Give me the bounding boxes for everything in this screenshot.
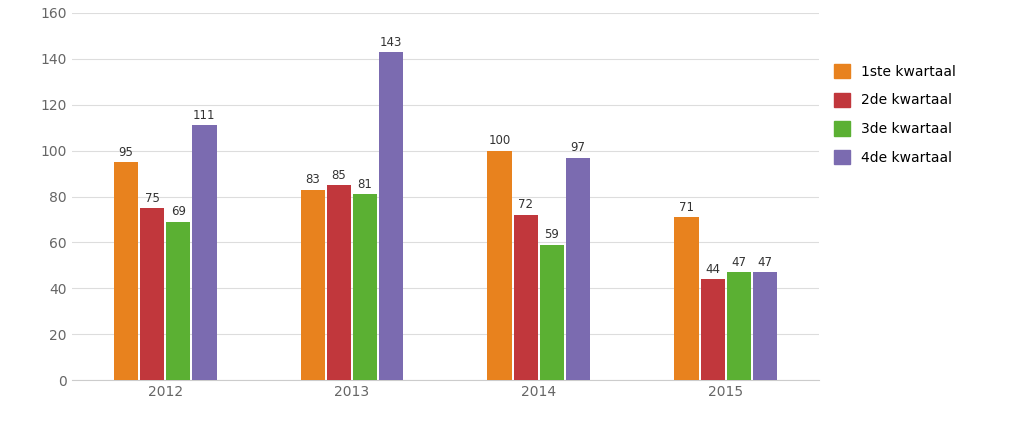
- Text: 71: 71: [679, 201, 694, 214]
- Bar: [353, 194, 377, 380]
- Text: 72: 72: [518, 198, 534, 212]
- Bar: [166, 222, 190, 380]
- Text: 47: 47: [731, 256, 746, 269]
- Text: 100: 100: [488, 134, 511, 147]
- Bar: [566, 158, 590, 380]
- Text: 44: 44: [706, 263, 720, 276]
- Bar: [301, 190, 325, 380]
- Bar: [487, 151, 512, 380]
- Bar: [114, 162, 138, 380]
- Text: 47: 47: [758, 256, 772, 269]
- Text: 75: 75: [144, 192, 160, 205]
- Text: 69: 69: [171, 205, 185, 218]
- Bar: [675, 217, 698, 380]
- Bar: [727, 272, 751, 380]
- Bar: [540, 245, 564, 380]
- Text: 59: 59: [545, 229, 559, 241]
- Text: 111: 111: [194, 109, 216, 122]
- Bar: [140, 208, 164, 380]
- Bar: [753, 272, 777, 380]
- Bar: [379, 52, 403, 380]
- Text: 97: 97: [570, 141, 586, 154]
- Bar: [327, 185, 351, 380]
- Text: 143: 143: [380, 35, 402, 48]
- Bar: [514, 215, 538, 380]
- Text: 81: 81: [357, 178, 373, 191]
- Text: 95: 95: [119, 146, 133, 159]
- Bar: [193, 125, 216, 380]
- Legend: 1ste kwartaal, 2de kwartaal, 3de kwartaal, 4de kwartaal: 1ste kwartaal, 2de kwartaal, 3de kwartaa…: [834, 64, 956, 165]
- Text: 83: 83: [305, 173, 321, 186]
- Text: 85: 85: [332, 168, 346, 181]
- Bar: [700, 279, 725, 380]
